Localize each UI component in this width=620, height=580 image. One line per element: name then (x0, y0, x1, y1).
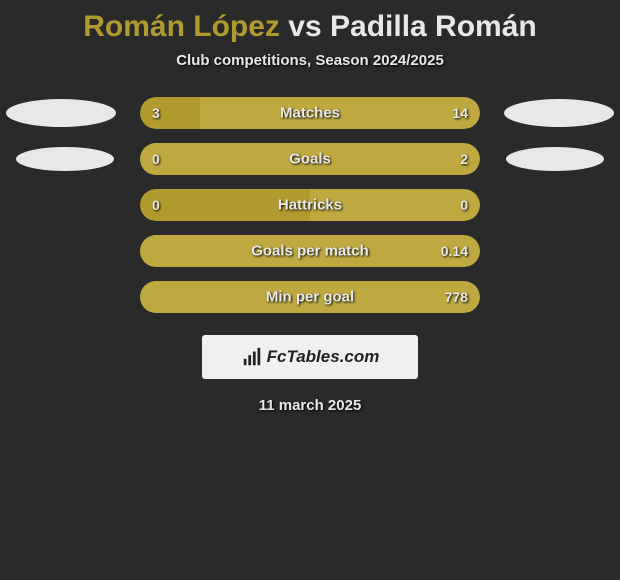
stat-row: Matches 3 14 (0, 97, 620, 129)
bar-segment-left (140, 97, 200, 129)
subtitle: Club competitions, Season 2024/2025 (0, 52, 620, 69)
comparison-card: Román López vs Padilla Román Club compet… (0, 0, 620, 424)
stat-label: Matches (280, 105, 340, 122)
decorative-ellipse (504, 99, 614, 127)
stat-row: Hattricks 0 0 (0, 189, 620, 221)
stat-rows: Matches 3 14 Goals 0 2 Hattricks 0 0 Goals per ma… (0, 97, 620, 313)
stat-value-left: 3 (152, 105, 160, 121)
stat-value-right: 14 (452, 105, 468, 121)
stat-label: Goals per match (251, 243, 369, 260)
stat-label: Min per goal (266, 289, 354, 306)
player1-name: Román López (83, 10, 280, 43)
player2-name: Padilla Román (330, 10, 537, 43)
stat-row: Goals 0 2 (0, 143, 620, 175)
stat-row: Min per goal 778 (0, 281, 620, 313)
stat-label: Hattricks (278, 197, 342, 214)
stat-value-right: 778 (445, 289, 468, 305)
stat-bar: Min per goal 778 (140, 281, 480, 313)
decorative-ellipse (6, 99, 116, 127)
stat-label: Goals (289, 151, 331, 168)
stat-value-right: 2 (460, 151, 468, 167)
stat-bar: Goals 0 2 (140, 143, 480, 175)
date-text: 11 march 2025 (0, 397, 620, 414)
stat-value-right: 0.14 (441, 243, 468, 259)
stat-bar: Matches 3 14 (140, 97, 480, 129)
stat-bar: Hattricks 0 0 (140, 189, 480, 221)
stat-row: Goals per match 0.14 (0, 235, 620, 267)
logo-text: FcTables.com (267, 347, 380, 367)
page-title: Román López vs Padilla Román (0, 10, 620, 44)
stat-value-left: 0 (152, 197, 160, 213)
stat-bar: Goals per match 0.14 (140, 235, 480, 267)
barchart-icon (241, 346, 263, 368)
stat-value-right: 0 (460, 197, 468, 213)
stat-value-left: 0 (152, 151, 160, 167)
logo-box: FcTables.com (202, 335, 418, 379)
vs-text: vs (288, 10, 321, 43)
decorative-ellipse (506, 147, 604, 171)
decorative-ellipse (16, 147, 114, 171)
